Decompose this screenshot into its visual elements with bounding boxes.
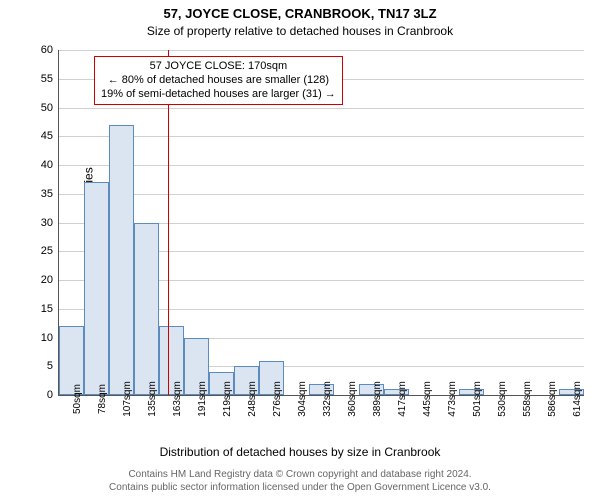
x-tick: 417sqm — [397, 381, 408, 417]
chart-subtitle: Size of property relative to detached ho… — [0, 24, 600, 38]
x-tick: 191sqm — [197, 381, 208, 417]
x-tick: 135sqm — [147, 381, 158, 417]
x-tick: 50sqm — [72, 384, 83, 414]
chart-title: 57, JOYCE CLOSE, CRANBROOK, TN17 3LZ — [0, 6, 600, 21]
y-tick: 20 — [41, 274, 53, 286]
x-tick: 219sqm — [222, 381, 233, 417]
histogram-bar — [134, 223, 159, 396]
y-tick: 25 — [41, 245, 53, 257]
x-axis-label: Distribution of detached houses by size … — [0, 445, 600, 459]
x-tick: 501sqm — [472, 381, 483, 417]
attribution: Contains HM Land Registry data © Crown c… — [0, 468, 600, 494]
anno-line2: ← 80% of detached houses are smaller (12… — [101, 74, 336, 88]
y-tick: 10 — [41, 332, 53, 344]
attribution-line1: Contains HM Land Registry data © Crown c… — [128, 469, 471, 480]
gridline — [59, 165, 584, 166]
y-tick: 60 — [41, 44, 53, 56]
histogram-bar — [109, 125, 134, 395]
annotation-box: 57 JOYCE CLOSE: 170sqm← 80% of detached … — [94, 56, 343, 105]
x-tick: 360sqm — [347, 381, 358, 417]
y-tick: 15 — [41, 303, 53, 315]
x-tick: 248sqm — [247, 381, 258, 417]
x-tick: 473sqm — [447, 381, 458, 417]
y-tick: 45 — [41, 130, 53, 142]
y-tick: 40 — [41, 159, 53, 171]
anno-line3: 19% of semi-detached houses are larger (… — [101, 88, 336, 102]
x-tick: 107sqm — [122, 381, 133, 417]
y-tick: 0 — [47, 389, 53, 401]
y-tick: 50 — [41, 102, 53, 114]
anno-line1: 57 JOYCE CLOSE: 170sqm — [101, 60, 336, 74]
x-tick: 163sqm — [172, 381, 183, 417]
x-tick: 276sqm — [272, 381, 283, 417]
gridline — [59, 50, 584, 51]
attribution-line2: Contains public sector information licen… — [109, 482, 491, 493]
y-tick: 55 — [41, 73, 53, 85]
x-tick: 530sqm — [497, 381, 508, 417]
x-tick: 304sqm — [297, 381, 308, 417]
x-tick: 332sqm — [322, 381, 333, 417]
x-tick: 78sqm — [97, 384, 108, 414]
x-tick: 614sqm — [572, 381, 583, 417]
gridline — [59, 194, 584, 195]
x-tick: 445sqm — [422, 381, 433, 417]
x-tick: 558sqm — [522, 381, 533, 417]
y-tick: 35 — [41, 188, 53, 200]
y-tick: 5 — [47, 360, 53, 372]
histogram-bar — [84, 182, 109, 395]
gridline — [59, 136, 584, 137]
y-tick: 30 — [41, 217, 53, 229]
plot-area: 05101520253035404550556050sqm78sqm107sqm… — [58, 50, 584, 396]
x-tick: 389sqm — [372, 381, 383, 417]
gridline — [59, 108, 584, 109]
x-tick: 586sqm — [547, 381, 558, 417]
